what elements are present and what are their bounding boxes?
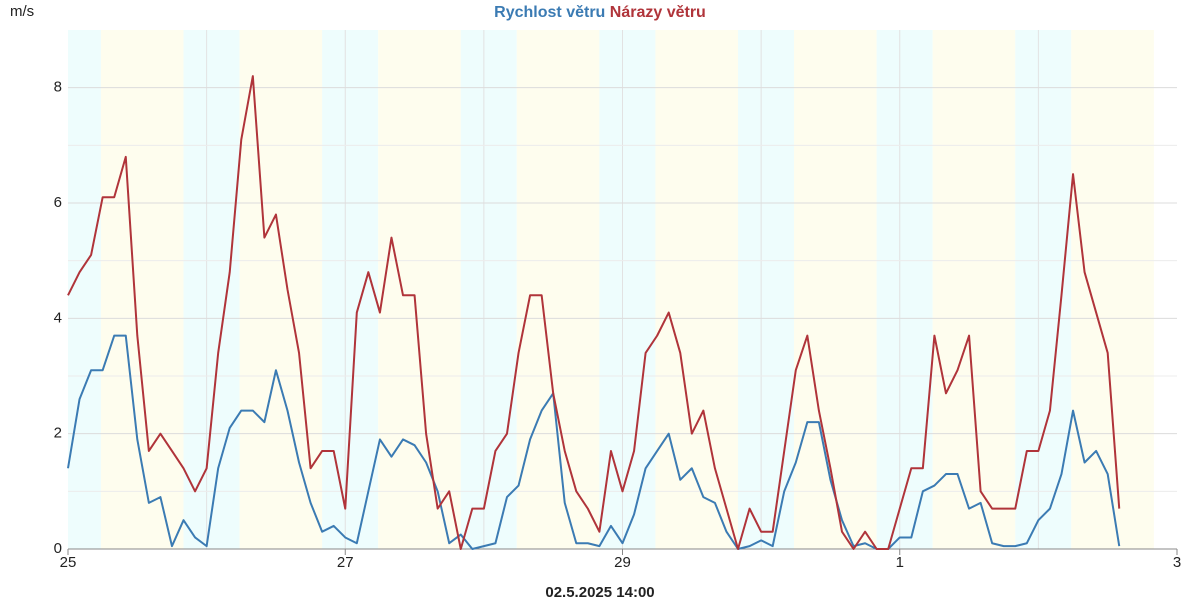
- day-band: [239, 30, 323, 549]
- day-band: [378, 30, 461, 549]
- series-line: [67, 334, 1121, 550]
- day-band: [932, 30, 1016, 549]
- day-night-bands: [68, 30, 1177, 549]
- day-band: [655, 30, 739, 549]
- day-band: [1071, 30, 1154, 549]
- y-tick-label: 2: [54, 425, 62, 442]
- y-axis-label: m/s: [10, 3, 34, 20]
- legend: Rychlost větru Nárazy větru: [494, 4, 706, 21]
- y-tick-label: 4: [54, 309, 62, 326]
- y-tick-label: 8: [54, 79, 62, 96]
- legend-entry: Nárazy větru: [610, 4, 706, 21]
- legend-entry: Rychlost větru: [494, 4, 605, 21]
- y-tick-label: 0: [54, 540, 62, 557]
- x-tick-label: 1: [896, 554, 904, 571]
- x-tick-label: 29: [614, 554, 631, 571]
- night-band: [738, 30, 795, 549]
- y-tick-label: 6: [54, 194, 62, 211]
- x-tick-label: 25: [60, 554, 77, 571]
- x-tick-label: 27: [337, 554, 354, 571]
- night-band: [183, 30, 240, 549]
- night-band: [460, 30, 517, 549]
- night-band: [322, 30, 379, 549]
- day-band: [794, 30, 877, 549]
- night-band: [68, 30, 101, 549]
- day-band: [516, 30, 600, 549]
- series-line: [67, 75, 1121, 550]
- night-band: [876, 30, 933, 549]
- x-tick-label: 3: [1173, 554, 1181, 571]
- annotation: 02.5.2025 14:00: [545, 584, 654, 600]
